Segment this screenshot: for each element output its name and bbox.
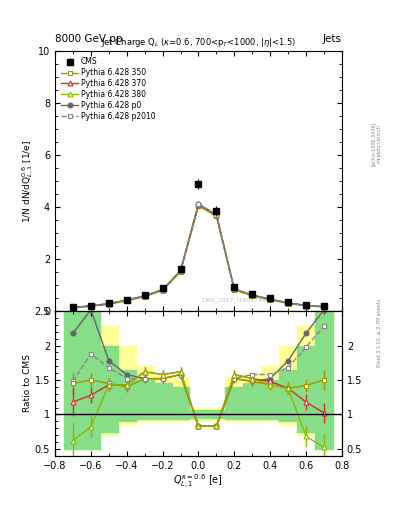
Text: Jets: Jets xyxy=(323,33,342,44)
Pythia 6.428 380 xyxy=(196,201,201,207)
Pythia 6.428 p2010 xyxy=(304,303,309,309)
Pythia 6.428 p0 xyxy=(88,303,93,309)
Text: Rivet 3.1.10, ≥ 2.7M events: Rivet 3.1.10, ≥ 2.7M events xyxy=(377,298,382,367)
Pythia 6.428 p0 xyxy=(250,292,255,298)
X-axis label: $Q_{L,1}^{\kappa=0.6}$ [e]: $Q_{L,1}^{\kappa=0.6}$ [e] xyxy=(173,473,224,492)
Line: Pythia 6.428 350: Pythia 6.428 350 xyxy=(70,203,327,310)
Pythia 6.428 p0 xyxy=(232,286,237,292)
Pythia 6.428 p2010 xyxy=(196,201,201,207)
Text: 8000 GeV pp: 8000 GeV pp xyxy=(55,33,123,44)
Pythia 6.428 370 xyxy=(142,293,147,299)
Line: Pythia 6.428 p2010: Pythia 6.428 p2010 xyxy=(70,202,327,310)
Pythia 6.428 350 xyxy=(142,293,147,300)
Pythia 6.428 p0 xyxy=(304,303,309,309)
Pythia 6.428 350 xyxy=(286,301,290,307)
Pythia 6.428 380 xyxy=(286,300,290,306)
Pythia 6.428 p2010 xyxy=(232,286,237,292)
Pythia 6.428 380 xyxy=(88,303,93,309)
Line: Pythia 6.428 380: Pythia 6.428 380 xyxy=(70,202,327,310)
Pythia 6.428 370 xyxy=(107,301,111,307)
Pythia 6.428 370 xyxy=(125,297,129,304)
Pythia 6.428 p2010 xyxy=(250,292,255,298)
Pythia 6.428 p2010 xyxy=(71,305,75,311)
Pythia 6.428 p2010 xyxy=(125,297,129,303)
Pythia 6.428 370 xyxy=(232,286,237,292)
Pythia 6.428 350 xyxy=(88,303,93,309)
Pythia 6.428 350 xyxy=(214,213,219,219)
Pythia 6.428 p0 xyxy=(321,304,326,310)
Text: Jet Charge Q$_L$ ($\kappa$=0.6, 700<p$_T$<1000, |$\eta$|<1.5): Jet Charge Q$_L$ ($\kappa$=0.6, 700<p$_T… xyxy=(101,36,296,49)
Pythia 6.428 380 xyxy=(160,287,165,293)
Legend: CMS, Pythia 6.428 350, Pythia 6.428 370, Pythia 6.428 380, Pythia 6.428 p0, Pyth: CMS, Pythia 6.428 350, Pythia 6.428 370,… xyxy=(59,55,158,123)
Pythia 6.428 380 xyxy=(304,303,309,309)
Pythia 6.428 380 xyxy=(268,296,273,302)
Pythia 6.428 380 xyxy=(178,268,183,274)
Pythia 6.428 350 xyxy=(321,304,326,310)
Line: Pythia 6.428 p0: Pythia 6.428 p0 xyxy=(70,202,327,310)
Pythia 6.428 370 xyxy=(268,296,273,302)
Pythia 6.428 p2010 xyxy=(178,268,183,274)
Pythia 6.428 p2010 xyxy=(88,303,93,309)
Pythia 6.428 380 xyxy=(250,292,255,298)
Pythia 6.428 350 xyxy=(196,203,201,209)
Line: Pythia 6.428 370: Pythia 6.428 370 xyxy=(70,202,327,310)
Pythia 6.428 380 xyxy=(232,286,237,292)
Pythia 6.428 370 xyxy=(160,287,165,293)
Y-axis label: Ratio to CMS: Ratio to CMS xyxy=(23,354,32,412)
Pythia 6.428 350 xyxy=(304,303,309,309)
Pythia 6.428 p2010 xyxy=(142,293,147,299)
Pythia 6.428 p0 xyxy=(107,301,111,307)
Pythia 6.428 p0 xyxy=(268,296,273,302)
Pythia 6.428 370 xyxy=(214,212,219,218)
Pythia 6.428 350 xyxy=(107,301,111,307)
Pythia 6.428 350 xyxy=(71,305,75,311)
Pythia 6.428 p2010 xyxy=(321,304,326,310)
Pythia 6.428 370 xyxy=(196,202,201,208)
Pythia 6.428 380 xyxy=(107,301,111,307)
Text: CMS_2017_I1605749: CMS_2017_I1605749 xyxy=(202,297,267,303)
Pythia 6.428 350 xyxy=(232,287,237,293)
Text: [arXiv:1306.3436]: [arXiv:1306.3436] xyxy=(371,121,376,165)
Pythia 6.428 370 xyxy=(88,303,93,309)
Pythia 6.428 370 xyxy=(304,303,309,309)
Pythia 6.428 p0 xyxy=(196,201,201,207)
Y-axis label: 1/N dN/dQ$_{L,1}^{0.6}$ [1/e]: 1/N dN/dQ$_{L,1}^{0.6}$ [1/e] xyxy=(20,140,35,223)
Pythia 6.428 370 xyxy=(250,292,255,298)
Pythia 6.428 p0 xyxy=(142,293,147,299)
Pythia 6.428 380 xyxy=(125,297,129,303)
Pythia 6.428 370 xyxy=(178,268,183,274)
Pythia 6.428 380 xyxy=(214,211,219,218)
Pythia 6.428 p2010 xyxy=(286,300,290,306)
Pythia 6.428 350 xyxy=(125,298,129,304)
Pythia 6.428 p0 xyxy=(160,287,165,293)
Pythia 6.428 p0 xyxy=(214,211,219,218)
Text: mcplots.cern.ch: mcplots.cern.ch xyxy=(377,124,382,163)
Pythia 6.428 p2010 xyxy=(214,211,219,218)
Pythia 6.428 350 xyxy=(178,269,183,275)
Pythia 6.428 p0 xyxy=(71,305,75,311)
Pythia 6.428 370 xyxy=(71,305,75,311)
Pythia 6.428 380 xyxy=(321,304,326,310)
Pythia 6.428 380 xyxy=(71,305,75,311)
Pythia 6.428 350 xyxy=(250,293,255,299)
Pythia 6.428 350 xyxy=(268,297,273,303)
Pythia 6.428 p0 xyxy=(125,297,129,303)
Pythia 6.428 p0 xyxy=(286,300,290,306)
Pythia 6.428 p0 xyxy=(178,268,183,274)
Pythia 6.428 p2010 xyxy=(268,296,273,302)
Pythia 6.428 350 xyxy=(160,287,165,293)
Pythia 6.428 p2010 xyxy=(107,301,111,307)
Pythia 6.428 p2010 xyxy=(160,287,165,293)
Pythia 6.428 380 xyxy=(142,293,147,299)
Pythia 6.428 370 xyxy=(286,300,290,306)
Pythia 6.428 370 xyxy=(321,304,326,310)
